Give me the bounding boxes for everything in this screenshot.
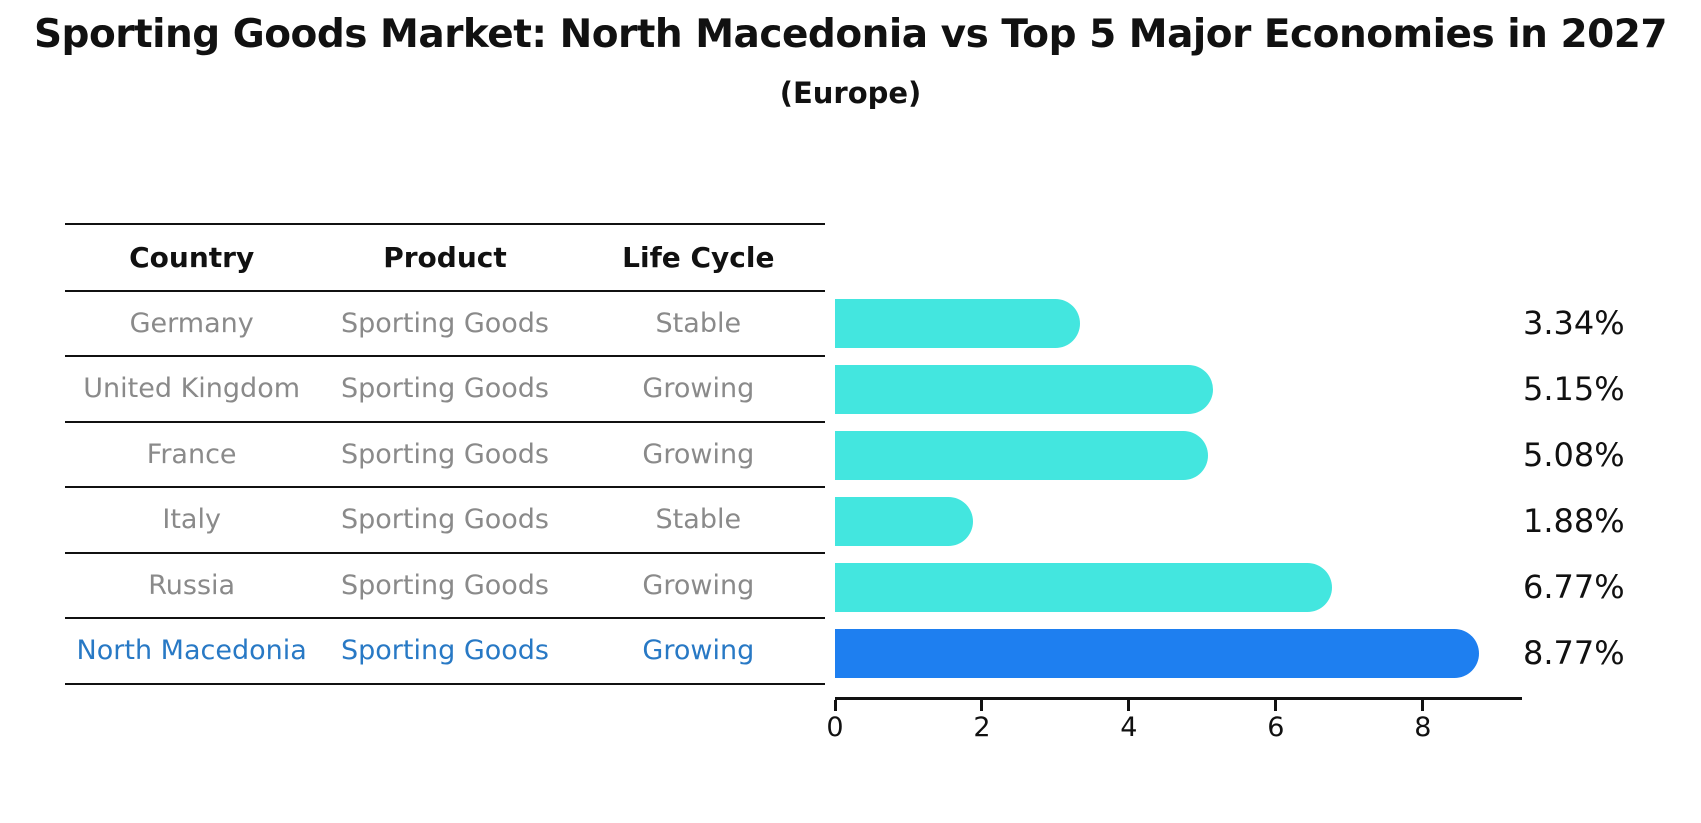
cell-country: North Macedonia xyxy=(76,635,307,667)
table-header-product: Product xyxy=(383,240,507,274)
x-axis-tick-label: 6 xyxy=(1267,712,1285,743)
bar-row xyxy=(835,488,1522,554)
cell-life-cycle: Growing xyxy=(642,373,755,405)
x-axis-line xyxy=(835,697,1522,700)
table-header-life-cycle: Life Cycle xyxy=(622,240,775,274)
table-header-country: Country xyxy=(129,240,255,274)
bar-chart-area xyxy=(835,290,1522,686)
bar-italy xyxy=(835,496,974,546)
country-table: Country Product Life Cycle Germany Sport… xyxy=(65,223,825,685)
x-axis-tick xyxy=(833,700,837,711)
bar-north-macedonia-highlighted xyxy=(835,628,1480,678)
cell-product: Sporting Goods xyxy=(341,373,549,405)
cell-country: Russia xyxy=(148,569,236,601)
cell-life-cycle: Growing xyxy=(642,569,755,601)
table-row: United Kingdom Sporting Goods Growing xyxy=(65,357,825,423)
table-row: Italy Sporting Goods Stable xyxy=(65,488,825,554)
value-label: 5.08% xyxy=(1523,436,1625,474)
cell-product: Sporting Goods xyxy=(341,635,549,667)
table-row: Russia Sporting Goods Growing xyxy=(65,554,825,619)
x-axis-tick-label: 2 xyxy=(973,712,991,743)
cell-country: France xyxy=(146,438,237,470)
value-label: 1.88% xyxy=(1523,502,1625,540)
x-axis-tick-label: 4 xyxy=(1120,712,1138,743)
value-label-column: 3.34% 5.15% 5.08% 1.88% 6.77% 8.77% xyxy=(1523,290,1625,686)
cell-life-cycle: Growing xyxy=(642,438,755,470)
x-axis-tick xyxy=(1127,700,1131,711)
bar-france xyxy=(835,430,1209,480)
bar-row xyxy=(835,554,1522,620)
x-axis-tick-label: 8 xyxy=(1414,712,1432,743)
cell-life-cycle: Stable xyxy=(655,307,742,339)
cell-product: Sporting Goods xyxy=(341,307,549,339)
cell-country: Italy xyxy=(162,504,221,536)
value-label: 3.34% xyxy=(1523,304,1625,342)
x-axis-tick xyxy=(1274,700,1278,711)
bar-united-kingdom xyxy=(835,364,1214,414)
bar-row xyxy=(835,290,1522,356)
table-row: France Sporting Goods Growing xyxy=(65,423,825,488)
value-label: 5.15% xyxy=(1523,370,1625,408)
x-axis-tick-label: 0 xyxy=(826,712,844,743)
cell-product: Sporting Goods xyxy=(341,438,549,470)
table-row: Germany Sporting Goods Stable xyxy=(65,292,825,357)
cell-country: United Kingdom xyxy=(83,373,301,405)
cell-life-cycle: Growing xyxy=(642,635,755,667)
bar-row xyxy=(835,356,1522,422)
cell-product: Sporting Goods xyxy=(341,504,549,536)
cell-life-cycle: Stable xyxy=(655,504,742,536)
chart-subtitle: (Europe) xyxy=(779,76,922,110)
table-row-highlighted: North Macedonia Sporting Goods Growing xyxy=(65,619,825,685)
bar-row xyxy=(835,422,1522,488)
bar-row xyxy=(835,620,1522,686)
x-axis-tick xyxy=(1421,700,1425,711)
x-axis-tick xyxy=(980,700,984,711)
value-label: 6.77% xyxy=(1523,568,1625,606)
bar-germany xyxy=(835,298,1081,348)
value-label: 8.77% xyxy=(1523,634,1625,672)
bar-russia xyxy=(835,562,1333,612)
cell-country: Germany xyxy=(129,307,254,339)
table-header-row: Country Product Life Cycle xyxy=(65,225,825,292)
chart-title: Sporting Goods Market: North Macedonia v… xyxy=(33,12,1668,57)
cell-product: Sporting Goods xyxy=(341,569,549,601)
